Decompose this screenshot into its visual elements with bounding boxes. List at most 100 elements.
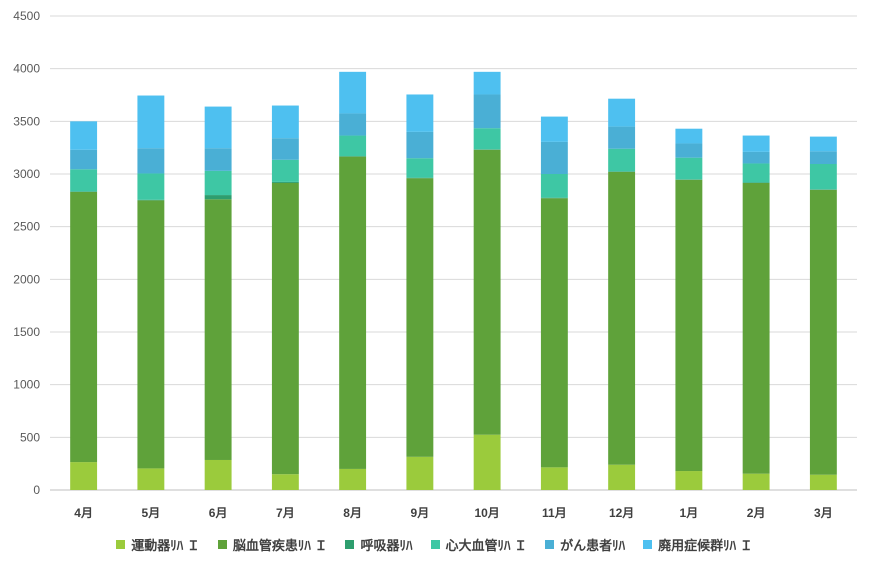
y-tick-label: 4000: [13, 62, 40, 76]
bar-segment: [809, 151, 837, 164]
bar-segment: [271, 105, 299, 139]
bar-segment: [742, 182, 770, 474]
bar-segment: [339, 71, 367, 114]
y-axis-ticks: 0 500 1000 1500 2000 2500 3000 3500 4000 4500: [13, 9, 40, 497]
legend-item: がん患者ﾘﾊ: [545, 535, 625, 554]
bar-segment: [675, 179, 703, 472]
bar-segment: [742, 135, 770, 152]
bar-segment: [204, 148, 232, 171]
bar-segment: [406, 177, 434, 179]
bar-segment: [809, 189, 837, 190]
bar-segment: [137, 148, 165, 174]
bar-segment: [271, 138, 299, 160]
bar-segment: [70, 149, 98, 170]
x-tick-label: 4月: [74, 506, 93, 520]
bar-segment: [137, 468, 165, 490]
legend-swatch: [430, 540, 440, 549]
bar-segment: [204, 199, 232, 460]
legend-item: 呼吸器ﾘﾊ: [345, 535, 413, 554]
bar-segment: [70, 191, 98, 192]
legend-item: 運動器ﾘﾊ Ｉ: [116, 535, 200, 554]
legend-item: 脳血管疾患ﾘﾊ Ｉ: [217, 535, 328, 554]
legend-swatch: [545, 540, 555, 549]
x-tick-label: 5月: [142, 506, 161, 520]
bar-segment: [608, 171, 636, 465]
bar-segment: [204, 459, 232, 490]
y-tick-label: 3500: [13, 114, 40, 128]
bar-segment: [204, 106, 232, 149]
bar-segment: [204, 170, 232, 196]
y-tick-label: 2000: [13, 272, 40, 286]
bar-segment: [675, 128, 703, 144]
bar-segment: [339, 468, 367, 490]
bar-segment: [339, 135, 367, 157]
y-tick-label: 500: [20, 430, 40, 444]
x-tick-label: 8月: [343, 506, 362, 520]
gridlines: [50, 15, 857, 491]
bar-segment: [473, 71, 501, 95]
legend-label: 廃用症候群ﾘﾊ Ｉ: [658, 538, 753, 553]
bar-segment: [406, 178, 434, 457]
bar-segment: [540, 141, 568, 174]
bar-segment: [540, 116, 568, 142]
bar-segment: [137, 200, 165, 469]
legend-label: 呼吸器ﾘﾊ: [360, 538, 413, 553]
bar-segment: [608, 171, 636, 172]
bar-segment: [339, 156, 367, 157]
bar-segment: [70, 191, 98, 463]
bar-segment: [675, 143, 703, 158]
bar-segment: [473, 149, 501, 435]
bar-segment: [809, 189, 837, 475]
x-tick-label: 2月: [747, 506, 766, 520]
bar-segment: [742, 163, 770, 183]
bar-segment: [406, 158, 434, 178]
x-tick-label: 1月: [680, 506, 699, 520]
bar-segment: [540, 198, 568, 468]
bar-segment: [70, 121, 98, 150]
bar-segment: [271, 181, 299, 183]
legend-item: 廃用症候群ﾘﾊ Ｉ: [643, 535, 753, 554]
bar-segment: [742, 473, 770, 490]
bar-segment: [339, 113, 367, 136]
x-tick-label: 11月: [542, 506, 567, 520]
bar-segment: [473, 434, 501, 490]
bar-segment: [406, 94, 434, 132]
bar-segment: [742, 151, 770, 164]
bar-segment: [540, 197, 568, 199]
bar-segment: [406, 456, 434, 490]
bar-segment: [204, 195, 232, 200]
legend-item: 心大血管ﾘﾊ Ｉ: [430, 535, 527, 554]
legend-label: 運動器ﾘﾊ Ｉ: [131, 538, 200, 553]
legend-label: 脳血管疾患ﾘﾊ Ｉ: [232, 538, 328, 553]
legend-swatch: [345, 540, 355, 549]
bar-segment: [608, 98, 636, 127]
x-tick-label: 12月: [609, 506, 634, 520]
bar-segment: [271, 159, 299, 182]
legend-swatch: [217, 540, 227, 549]
bar-segment: [675, 157, 703, 180]
bar-segment: [473, 128, 501, 150]
bar-segment: [809, 136, 837, 152]
legend-swatch: [116, 540, 126, 549]
bar-segment: [675, 471, 703, 490]
x-tick-label: 9月: [411, 506, 430, 520]
legend-label: がん患者ﾘﾊ: [560, 538, 626, 553]
bar-segment: [608, 126, 636, 149]
bar-segment: [137, 173, 165, 200]
bar-segment: [540, 174, 568, 198]
y-tick-label: 4500: [13, 9, 40, 23]
bar-segment: [675, 179, 703, 180]
x-tick-label: 7月: [276, 506, 295, 520]
bar-segment: [473, 149, 501, 150]
bar-segment: [809, 163, 837, 190]
x-axis-ticks: 4月 5月 6月 7月 8月 9月 10月 11月 12月 1月 2月 3月: [74, 506, 832, 520]
bar-segment: [137, 95, 165, 149]
bar-segment: [608, 148, 636, 172]
bar-segment: [540, 467, 568, 490]
y-tick-label: 1500: [13, 325, 40, 339]
bar-segment: [271, 474, 299, 490]
bar-segment: [809, 474, 837, 490]
bars: [70, 71, 837, 490]
x-tick-label: 6月: [209, 506, 228, 520]
